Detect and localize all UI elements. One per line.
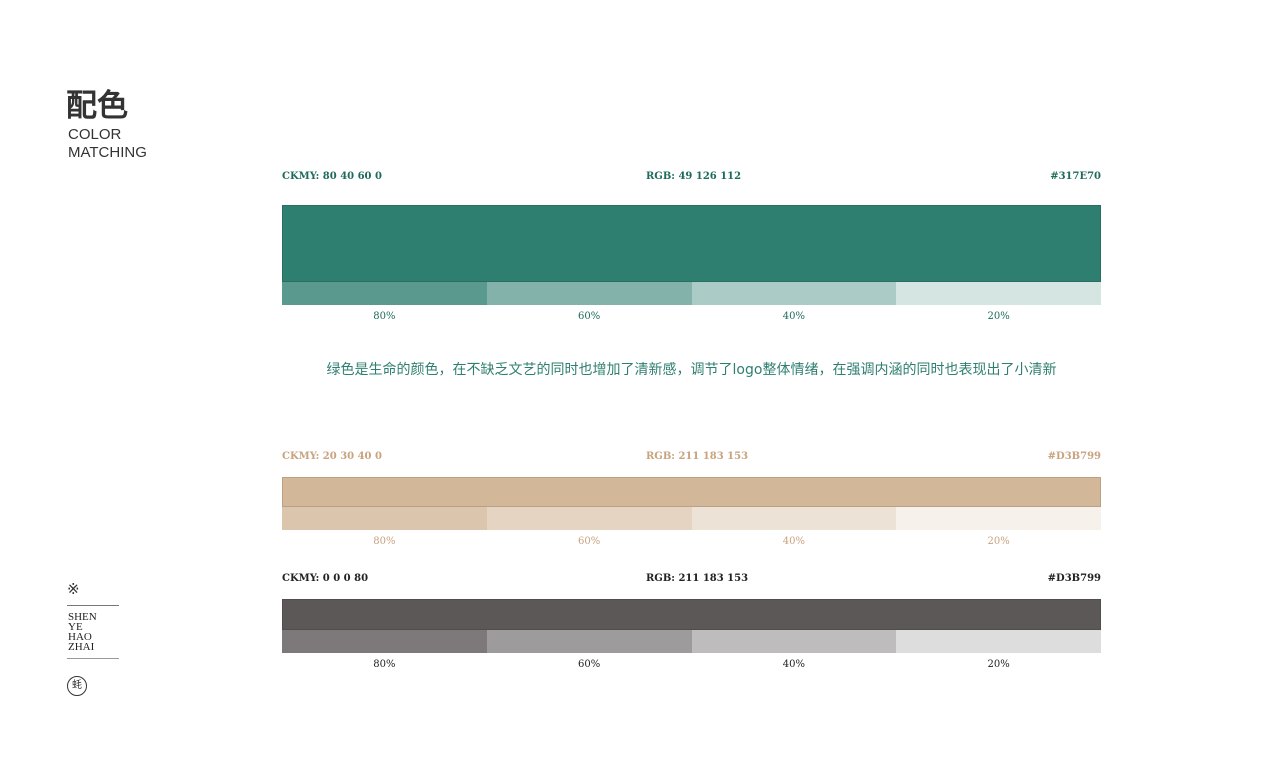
page-title: 配色 (66, 88, 128, 124)
hex-value: #D3B799 (1047, 573, 1101, 584)
cmyk-value: CKMY: 0 0 0 80 (282, 573, 369, 584)
color-spec-row: CKMY: 20 30 40 0 RGB: 211 183 153 #D3B79… (282, 451, 1101, 465)
rgb-value: RGB: 49 126 112 (646, 171, 742, 182)
cmyk-value: CKMY: 20 30 40 0 (282, 451, 382, 462)
rgb-value: RGB: 211 183 153 (646, 573, 749, 584)
brand-line: SHEN (68, 611, 97, 623)
rgb-value: RGB: 211 183 153 (646, 451, 749, 462)
main-color-swatch (282, 205, 1101, 282)
percent-label: 80% (373, 659, 396, 670)
divider (67, 605, 119, 606)
percent-label: 60% (578, 659, 601, 670)
description-text: 绿色是生命的颜色，在不缺乏文艺的同时也增加了清新感，调节了logo整体情绪，在强… (326, 362, 1057, 378)
brand-line: HAO (68, 631, 92, 643)
percent-label: 40% (782, 311, 805, 322)
percent-label: 80% (373, 536, 396, 547)
tint-swatch-40 (691, 507, 897, 530)
tint-swatch-40 (691, 282, 897, 305)
color-spec-row: CKMY: 0 0 0 80 RGB: 211 183 153 #D3B799 (282, 573, 1101, 587)
main-color-swatch (282, 599, 1101, 630)
percent-label: 40% (782, 536, 805, 547)
percent-label: 60% (578, 311, 601, 322)
percent-label: 20% (987, 659, 1010, 670)
page-subtitle: COLOR MATCHING (68, 126, 147, 162)
brand-line: YE (68, 621, 83, 633)
percent-label: 20% (987, 536, 1010, 547)
tint-swatch-80 (282, 282, 487, 305)
percent-label: 80% (373, 311, 396, 322)
percent-label: 40% (782, 659, 805, 670)
cmyk-value: CKMY: 80 40 60 0 (282, 171, 382, 182)
tint-swatch-80 (282, 507, 487, 530)
tint-swatch-60 (486, 507, 692, 530)
hex-value: #D3B799 (1047, 451, 1101, 462)
main-color-swatch (282, 477, 1101, 507)
tint-swatch-60 (486, 282, 692, 305)
tint-swatch-20 (896, 630, 1101, 653)
brand-name: SHEN YE HAO ZHAI (68, 611, 97, 653)
tint-row (282, 630, 1101, 653)
reference-mark-icon: ※ (67, 580, 80, 598)
tint-swatch-20 (896, 282, 1101, 305)
percent-label: 60% (578, 536, 601, 547)
subtitle-line: COLOR (68, 126, 122, 143)
divider (67, 658, 119, 659)
percent-row: 80% 60% 40% 20% (282, 311, 1101, 322)
seal-logo: 蚝 (67, 676, 87, 696)
color-spec-row: CKMY: 80 40 60 0 RGB: 49 126 112 #317E70 (282, 171, 1101, 185)
percent-label: 20% (987, 311, 1010, 322)
tint-swatch-80 (282, 630, 487, 653)
tint-swatch-20 (896, 507, 1101, 530)
subtitle-line: MATCHING (68, 144, 147, 161)
brand-line: ZHAI (68, 641, 95, 653)
percent-row: 80% 60% 40% 20% (282, 536, 1101, 547)
tint-swatch-60 (486, 630, 692, 653)
tint-row (282, 507, 1101, 530)
tint-swatch-40 (691, 630, 897, 653)
hex-value: #317E70 (1050, 171, 1101, 182)
percent-row: 80% 60% 40% 20% (282, 659, 1101, 670)
tint-row (282, 282, 1101, 305)
